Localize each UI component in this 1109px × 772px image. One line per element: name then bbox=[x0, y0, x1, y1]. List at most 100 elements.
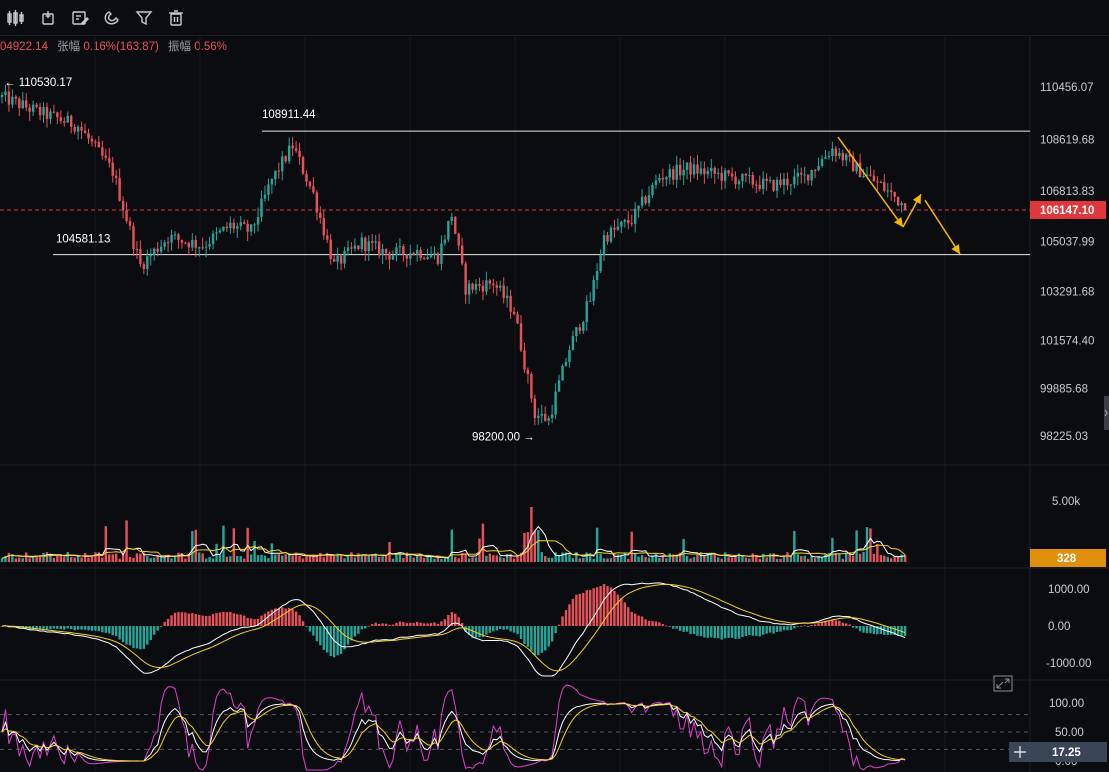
volume-bar bbox=[170, 558, 173, 562]
change-value: 0.16%(163.87) bbox=[83, 41, 159, 53]
macd-bar bbox=[505, 626, 509, 630]
macd-bar bbox=[800, 625, 803, 627]
candle-body bbox=[710, 167, 713, 171]
candle-body bbox=[104, 155, 107, 158]
macd-bar bbox=[76, 626, 80, 630]
candle-body bbox=[45, 107, 49, 119]
candlestick-icon[interactable] bbox=[0, 0, 32, 36]
price-axis-tick: 108619.68 bbox=[1040, 134, 1094, 146]
volume-bar bbox=[346, 556, 350, 562]
volume-bar bbox=[83, 552, 87, 562]
add-indicator-button[interactable] bbox=[1009, 742, 1031, 762]
candle-body bbox=[371, 241, 374, 243]
candle-body bbox=[215, 232, 218, 234]
macd-bar bbox=[512, 626, 516, 633]
macd-bar bbox=[509, 626, 512, 632]
macd-bar bbox=[675, 626, 678, 629]
trash-icon[interactable] bbox=[160, 0, 192, 36]
volume-bar bbox=[70, 556, 73, 562]
macd-bar bbox=[727, 626, 730, 638]
volume-bar bbox=[512, 558, 516, 562]
current-volume-value: 328 bbox=[1057, 553, 1077, 565]
volume-bar bbox=[367, 554, 370, 562]
projection-arrows[interactable] bbox=[837, 136, 961, 255]
price-panel[interactable]: ← 110530.17 108911.44 104581.13 98200.00… bbox=[0, 77, 1106, 444]
candle-body bbox=[883, 182, 886, 191]
macd-bar bbox=[298, 615, 301, 626]
macd-bar bbox=[377, 623, 381, 626]
candle-body bbox=[467, 283, 471, 295]
candle-body bbox=[42, 107, 45, 116]
candle-body bbox=[737, 181, 741, 185]
candle-body bbox=[450, 216, 453, 221]
volume-bar bbox=[810, 555, 813, 562]
magnet-icon[interactable] bbox=[96, 0, 128, 36]
volume-bar bbox=[187, 554, 191, 562]
candle-body bbox=[353, 245, 357, 249]
macd-bar bbox=[63, 626, 66, 630]
candle-body bbox=[21, 100, 24, 109]
candle-body bbox=[550, 414, 554, 419]
volume-bar bbox=[371, 555, 374, 562]
candle-body bbox=[294, 148, 298, 151]
macd-line bbox=[1, 584, 906, 672]
volume-bar bbox=[519, 552, 523, 562]
macd-bar bbox=[672, 626, 675, 629]
macd-bar bbox=[274, 608, 277, 626]
macd-bar bbox=[391, 624, 395, 626]
candle-body bbox=[613, 227, 616, 230]
candle-body bbox=[163, 242, 166, 247]
macd-bar bbox=[153, 626, 156, 635]
candle-body bbox=[537, 415, 540, 419]
candle-body bbox=[720, 172, 723, 181]
macd-bar bbox=[443, 619, 447, 626]
candle-body bbox=[699, 168, 703, 174]
macd-bar bbox=[810, 625, 813, 626]
macd-panel[interactable]: 1000.00 0.00 -1000.00 bbox=[0, 582, 1092, 692]
edit-icon[interactable] bbox=[64, 0, 96, 36]
price-axis-tick: 106813.83 bbox=[1040, 186, 1094, 198]
candle-body bbox=[263, 194, 267, 199]
candle-body bbox=[478, 284, 481, 286]
side-collapse-handle[interactable] bbox=[1104, 396, 1109, 430]
volume-bar bbox=[232, 528, 236, 562]
macd-bar bbox=[817, 623, 820, 626]
volume-bar bbox=[640, 555, 644, 562]
volume-bar bbox=[806, 558, 810, 562]
macd-bar bbox=[305, 626, 308, 627]
volume-bar bbox=[429, 556, 433, 562]
candle-body bbox=[256, 217, 260, 225]
right-arrow: → bbox=[520, 432, 535, 444]
candle-body bbox=[253, 224, 256, 226]
macd-bar bbox=[585, 590, 588, 626]
candle-body bbox=[893, 191, 896, 197]
horizontal-levels[interactable] bbox=[53, 130, 1030, 256]
filter-icon[interactable] bbox=[128, 0, 160, 36]
volume-bar bbox=[208, 557, 211, 562]
volume-bar bbox=[229, 556, 232, 562]
macd-bar bbox=[876, 626, 879, 635]
candle-body bbox=[810, 170, 813, 181]
volume-bar bbox=[685, 555, 689, 562]
macd-bar bbox=[374, 622, 377, 626]
macd-bar bbox=[526, 626, 530, 647]
volume-bar bbox=[585, 552, 588, 562]
candle-body bbox=[654, 180, 658, 185]
expand-icon[interactable] bbox=[993, 675, 1013, 692]
volume-bar bbox=[21, 558, 24, 562]
macd-bar bbox=[644, 619, 647, 626]
volume-panel[interactable]: 5.00k 328 bbox=[0, 496, 1106, 567]
macd-bar bbox=[793, 626, 796, 629]
candle-body bbox=[806, 174, 810, 181]
candle-body bbox=[0, 94, 4, 98]
macd-bar bbox=[215, 613, 218, 626]
volume-bar bbox=[672, 554, 675, 562]
macd-bar bbox=[651, 621, 654, 626]
indicator-icon[interactable] bbox=[32, 0, 64, 36]
candle-body bbox=[52, 111, 56, 113]
macd-bar bbox=[166, 618, 170, 626]
volume-axis-tick: 5.00k bbox=[1052, 496, 1080, 508]
macd-bar bbox=[204, 615, 208, 626]
